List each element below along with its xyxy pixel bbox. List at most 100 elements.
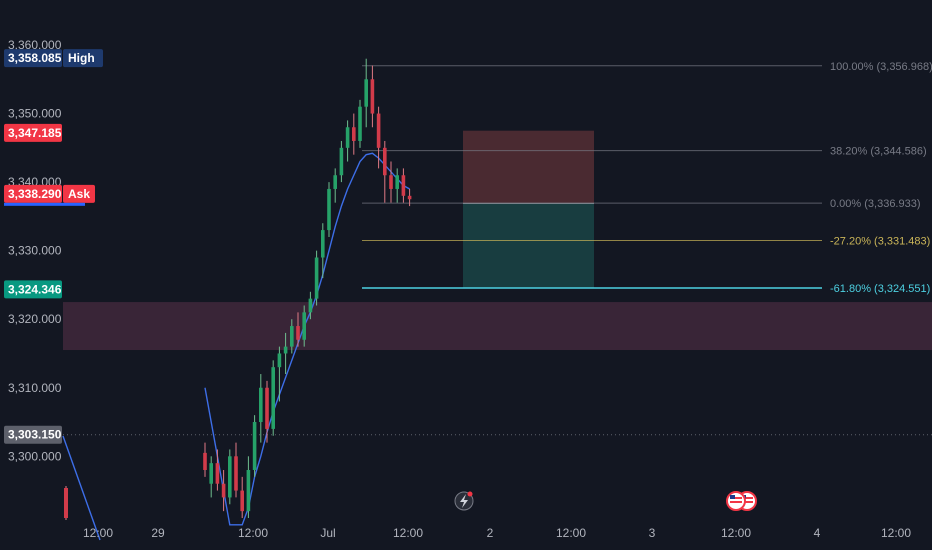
candle-body <box>358 106 362 141</box>
x-tick-label: 12:00 <box>721 526 751 540</box>
candle-body <box>271 367 275 429</box>
candle <box>333 168 337 203</box>
price-tag-label: Ask <box>68 187 90 201</box>
x-tick-label: 12:00 <box>556 526 586 540</box>
candle <box>290 319 294 354</box>
candle <box>252 415 257 477</box>
candle <box>209 456 213 498</box>
y-tick-label: 3,320.000 <box>8 312 62 326</box>
candle-body <box>389 175 393 189</box>
events[interactable] <box>454 491 757 511</box>
candle-body <box>296 326 300 340</box>
candle-body <box>376 113 381 148</box>
candle-body <box>333 175 337 189</box>
candle <box>407 188 412 207</box>
us-flag-icon[interactable] <box>726 491 746 511</box>
candle <box>228 449 232 505</box>
low-tag: 3,303.150 <box>4 425 62 444</box>
price-tag-label-box <box>63 49 103 68</box>
candle <box>215 449 220 491</box>
candle <box>364 58 368 128</box>
candle-body <box>252 422 257 471</box>
candle-body <box>314 257 319 299</box>
x-tick-label: 29 <box>151 526 165 540</box>
price-tag-box <box>4 49 62 68</box>
candle <box>308 291 313 320</box>
price-tag-label: High <box>68 51 95 65</box>
y-tick-label: 3,300.000 <box>8 449 62 463</box>
candle <box>271 360 275 436</box>
candle <box>345 120 350 162</box>
candle <box>352 113 356 155</box>
bid-tag: 3,347.185 <box>4 123 62 142</box>
ma-line-segment <box>62 435 101 541</box>
candle <box>283 332 288 375</box>
candle-body <box>203 452 207 471</box>
x-tick-label: 12:00 <box>393 526 423 540</box>
candle <box>376 106 381 169</box>
time-axis[interactable]: 12:00 29 12:00 Jul 12:00 2 12:00 3 12:00 4 12:00 <box>83 526 911 540</box>
take-profit-zone <box>463 203 594 289</box>
candle-body <box>339 147 344 176</box>
moving-average <box>62 152 410 541</box>
price-tag-box <box>4 280 62 299</box>
candle <box>401 168 406 203</box>
candle-body <box>327 188 331 231</box>
candles <box>203 58 412 518</box>
candle-body <box>308 298 313 313</box>
candle-body <box>246 470 251 512</box>
candle-body <box>370 79 375 114</box>
price-tag-box <box>4 123 62 142</box>
candle <box>246 456 251 518</box>
candle-body <box>234 456 238 491</box>
candle <box>277 346 282 402</box>
x-tick-label: 3 <box>649 526 656 540</box>
candle-body <box>364 79 368 107</box>
candle <box>302 305 306 347</box>
y-tick-label: 3,350.000 <box>8 107 62 121</box>
ma-line <box>204 152 410 526</box>
price-tag-value: 3,358.085 <box>8 51 62 65</box>
candle <box>234 442 238 498</box>
price-tag-value: 3,338.290 <box>8 187 62 201</box>
x-tick-label: 12:00 <box>238 526 268 540</box>
y-tick-label: 3,330.000 <box>8 244 62 258</box>
fib-level-label: -27.20% (3,331.483) <box>830 235 930 247</box>
candle-body <box>302 312 306 340</box>
high-tag: 3,358.085 High <box>4 49 103 68</box>
y-tick-label: 3,360.000 <box>8 38 62 52</box>
fib-level-label: 0.00% (3,336.933) <box>830 198 921 210</box>
x-tick-label: 4 <box>814 526 821 540</box>
candle-body <box>401 175 406 196</box>
bid-ask-marker <box>4 202 85 206</box>
x-tick-label: 12:00 <box>881 526 911 540</box>
candle-body <box>383 147 387 176</box>
x-tick-label: Jul <box>320 526 335 540</box>
candle-body <box>259 387 263 423</box>
candle <box>221 470 226 512</box>
candle <box>314 250 319 306</box>
candle <box>296 312 300 347</box>
candle-body <box>209 463 213 484</box>
demand-zone <box>63 302 932 351</box>
price-tag-value: 3,324.346 <box>8 282 62 296</box>
price-axis[interactable]: 3,360.0003,350.0003,340.0003,330.0003,32… <box>8 38 62 463</box>
candle-body <box>265 387 269 429</box>
candle-body <box>228 456 232 498</box>
stop-loss-zone <box>463 130 594 204</box>
candle <box>370 65 375 128</box>
ask-tag: 3,338.290 Ask <box>4 184 95 203</box>
lightning-icon[interactable] <box>454 491 474 511</box>
fib-level-label: 100.00% (3,356.968) <box>830 61 932 73</box>
fib-retracement[interactable]: 100.00% (3,356.968) 38.20% (3,344.586) 0.0… <box>362 61 932 295</box>
candle <box>327 182 331 237</box>
x-tick-label: 2 <box>487 526 494 540</box>
price-tag-label-box <box>63 184 95 203</box>
candle-body <box>283 346 288 354</box>
candle-body <box>290 326 294 347</box>
price-tag-box <box>4 184 62 203</box>
level-tag: 3,324.346 <box>4 280 62 299</box>
candle-body <box>407 195 412 200</box>
price-tag-value: 3,347.185 <box>8 126 62 140</box>
